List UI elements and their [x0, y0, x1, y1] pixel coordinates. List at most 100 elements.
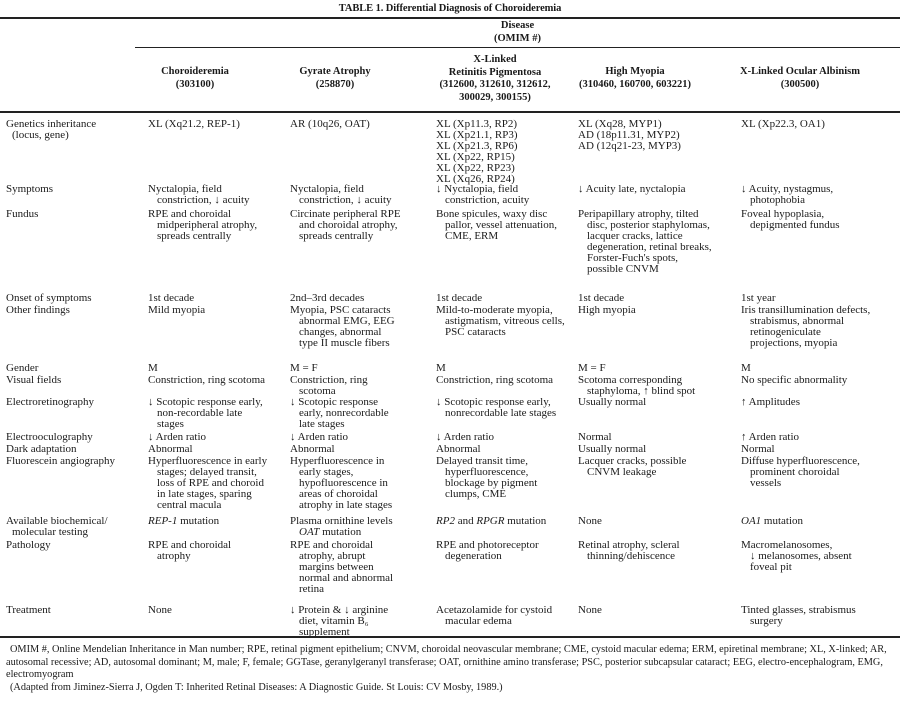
table-cell: ↓ Arden ratio	[436, 432, 494, 443]
cell-line: 1st decade	[148, 292, 195, 304]
cell-text: mutation	[177, 515, 220, 527]
table-cell: XL (Xp22.3, OA1)	[741, 119, 825, 130]
table-cell: 1st decade	[148, 293, 194, 304]
row-label-line: (locus, gene)	[12, 129, 69, 141]
cell-line: central macula	[157, 499, 222, 511]
table-cell: Iris transillumination defects, strabismu…	[741, 305, 870, 349]
table-cell: Acetazolamide for cystoid macular edema	[436, 605, 552, 627]
row-label: Treatment	[6, 605, 146, 616]
cell-line: retinogeniculate	[750, 326, 821, 338]
cell-line: PSC cataracts	[445, 326, 506, 338]
cell-line: Circinate peripheral RPE	[290, 208, 401, 220]
cell-line: Lacquer cracks, possible	[578, 455, 687, 467]
column-header-line: (303100)	[175, 78, 215, 90]
cell-line: macular edema	[445, 615, 512, 627]
gene-name: RPGR	[476, 515, 505, 527]
row-label-line: Pathology	[6, 539, 51, 551]
cell-line: ↓ Scotopic response early,	[148, 396, 263, 408]
table-cell: Scotoma corresponding staphyloma, ↑ blind…	[578, 375, 695, 397]
cell-text: mutation	[761, 515, 804, 527]
column-header: High Myopia (310460, 160700, 603221)	[545, 66, 725, 91]
cell-line: stages; delayed transit,	[157, 466, 257, 478]
table-cell: Constriction, ring scotoma	[148, 375, 265, 386]
cell-line: RP2 and RPGR mutation	[436, 516, 546, 527]
cell-line: pallor, vessel attenuation,	[445, 219, 557, 231]
row-label-line: molecular testing	[12, 526, 89, 538]
cell-line: None	[578, 604, 602, 616]
column-header: X-Linked Retinitis Pigmentosa (312600, 312…	[405, 54, 585, 104]
cell-line: Iris transillumination defects,	[741, 304, 871, 316]
row-label-line: Electroretinography	[6, 396, 94, 408]
column-header: Choroideremia (303100)	[105, 66, 285, 91]
table-cell: M	[148, 363, 158, 374]
cell-line: RPE and choroidal	[290, 539, 374, 551]
cell-line: M = F	[578, 362, 606, 374]
cell-line: loss of RPE and choroid	[157, 477, 264, 489]
table-cell: Abnormal	[290, 444, 335, 455]
row-label-line: Other findings	[6, 304, 70, 316]
row-label-line: Electrooculography	[6, 431, 93, 443]
table-cell: Tinted glasses, strabismus surgery	[741, 605, 856, 627]
disease-label: Disease	[500, 20, 535, 31]
column-header-line: X-Linked Ocular Albinism	[739, 66, 860, 77]
row-label: Gender	[6, 363, 146, 374]
cell-line: RPE and photoreceptor	[436, 539, 539, 551]
cell-line: 1st decade	[578, 292, 625, 304]
cell-line: photophobia	[750, 194, 805, 206]
table-cell: Abnormal	[436, 444, 481, 455]
disease-group-header: Disease (OMIM #)	[135, 20, 900, 45]
cell-line: foveal pit	[750, 561, 792, 573]
cell-line: vessels	[750, 477, 782, 489]
cell-line: degeneration	[445, 550, 502, 562]
table-cell: AR (10q26, OAT)	[290, 119, 370, 130]
cell-line: Constriction, ring scotoma	[436, 374, 554, 386]
cell-line: spreads centrally	[157, 230, 232, 242]
cell-line: RPE and choroidal	[148, 539, 232, 551]
column-header-line: Choroideremia	[161, 66, 229, 77]
table-cell: Mild-to-moderate myopia, astigmatism, vit…	[436, 305, 565, 338]
table-cell: Peripapillary atrophy, tilted disc, poste…	[578, 209, 712, 275]
cell-line: Nyctalopia, field	[148, 183, 222, 195]
table-cell: Abnormal	[148, 444, 193, 455]
cell-line: abnormal EMG, EEG	[299, 315, 395, 327]
cell-line: strabismus, abnormal	[750, 315, 845, 327]
cell-text: and	[454, 515, 477, 527]
table-cell: REP-1 mutation	[148, 516, 219, 527]
row-label: Symptoms	[6, 184, 146, 195]
gene-name: RP2	[436, 515, 455, 527]
gene-name: OAT	[299, 526, 320, 538]
cell-line: type II muscle fibers	[299, 337, 390, 349]
row-label: Other findings	[6, 305, 146, 316]
cell-line: areas of choroidal	[299, 488, 378, 500]
table-cell: High myopia	[578, 305, 636, 316]
cell-line: Bone spicules, waxy disc	[436, 208, 548, 220]
table-cell: M	[741, 363, 751, 374]
table-cell: ↓ Acuity, nystagmus, photophobia	[741, 184, 833, 206]
table-cell: Foveal hypoplasia, depigmented fundus	[741, 209, 840, 231]
table-cell: XL (Xq28, MYP1) AD (18p11.31, MYP2) AD (12…	[578, 119, 681, 152]
cell-line: Normal	[578, 431, 612, 443]
cell-line: M	[741, 362, 751, 374]
table-cell: ↓ Acuity late, nyctalopia	[578, 184, 686, 195]
row-label: Electrooculography	[6, 432, 146, 443]
cell-line: ↓ Arden ratio	[436, 431, 495, 443]
table-cell: Usually normal	[578, 444, 646, 455]
table-cell: 1st year	[741, 293, 776, 304]
cell-line: ↓ melanosomes, absent	[750, 550, 852, 562]
source-citation: (Adapted from Jiminez-Sierra J, Ogden T:…	[10, 681, 503, 693]
column-header-line: (312600, 312610, 312612,	[439, 79, 551, 90]
cell-line: ↓ Acuity, nystagmus,	[741, 183, 834, 195]
cell-line: CME, ERM	[445, 230, 499, 242]
cell-line: retina	[299, 583, 325, 595]
cell-line: REP-1 mutation	[148, 516, 219, 527]
cell-line: margins between	[299, 561, 374, 573]
column-header: Gyrate Atrophy (258870)	[245, 66, 425, 91]
table-cell: M	[436, 363, 446, 374]
row-label: Visual fields	[6, 375, 146, 386]
group-rule	[135, 47, 900, 48]
cell-line: astigmatism, vitreous cells,	[445, 315, 565, 327]
table-cell: Diffuse hyperfluorescence, prominent chor…	[741, 456, 860, 489]
table-cell: ↑ Arden ratio	[741, 432, 799, 443]
table-cell: RPE and choroidal midperipheral atrophy, s…	[148, 209, 257, 242]
table-cell: ↓ Protein & ↓ arginine diet, vitamin B₆ su…	[290, 605, 388, 638]
